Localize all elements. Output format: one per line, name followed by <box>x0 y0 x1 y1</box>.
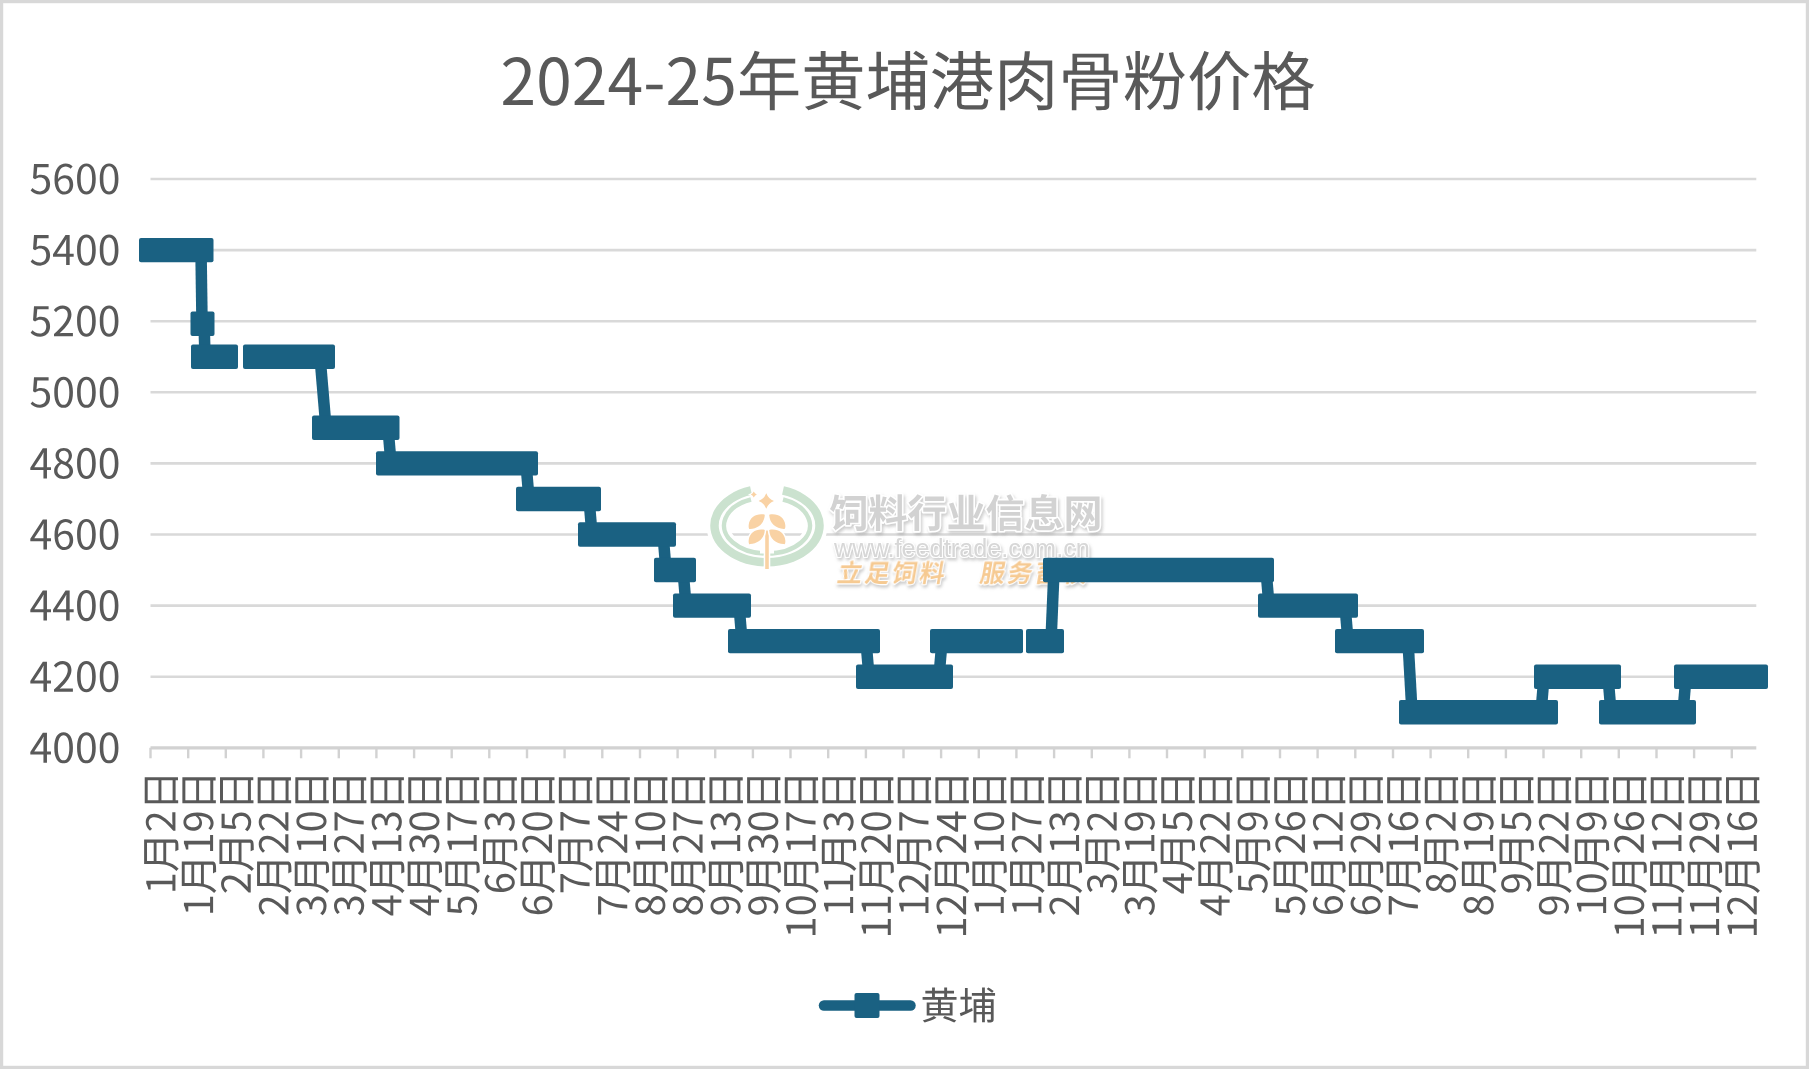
svg-text:www.feedtrade.com.cn: www.feedtrade.com.cn <box>833 534 1090 562</box>
